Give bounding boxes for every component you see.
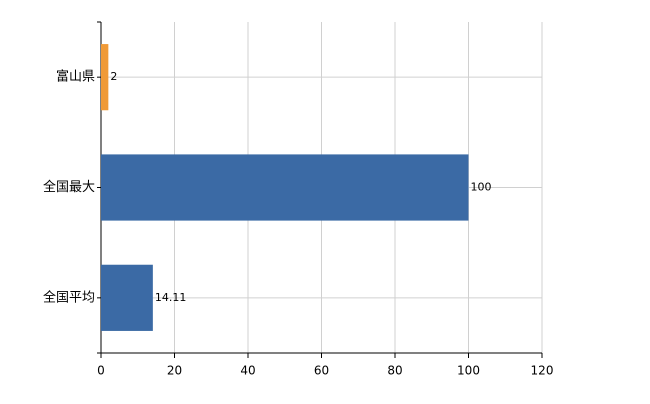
x-tick-label: 80: [387, 364, 402, 378]
y-tick-label: 全国最大: [43, 179, 95, 195]
y-tick-label: 全国平均: [43, 289, 95, 305]
x-tick-label: 20: [167, 364, 182, 378]
x-tick-label: 120: [531, 364, 554, 378]
x-tick-label: 0: [97, 364, 105, 378]
x-tick-label: 100: [457, 364, 480, 378]
bar: [101, 264, 153, 331]
value-label: 100: [471, 181, 492, 194]
x-tick-label: 60: [314, 364, 329, 378]
value-label: 2: [110, 70, 117, 83]
value-label: 14.11: [155, 291, 187, 304]
y-tick-label: 富山県: [56, 69, 95, 85]
bar: [101, 44, 109, 111]
bar: [101, 154, 469, 221]
x-tick-label: 40: [240, 364, 255, 378]
